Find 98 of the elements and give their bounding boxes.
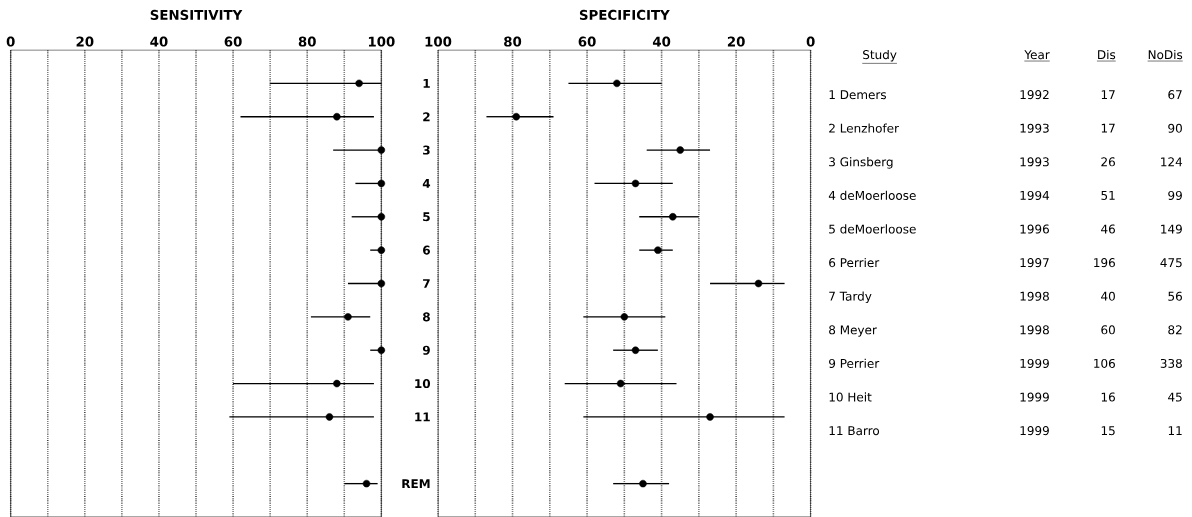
point — [631, 346, 640, 354]
x-tick-label: 100 — [368, 36, 395, 47]
x-tick-label: 0 — [806, 36, 815, 47]
y-tick-label: 1 — [423, 78, 430, 88]
text: 40 — [1101, 291, 1115, 301]
chart-title: SENSITIVITY — [150, 9, 243, 20]
text: Study — [863, 49, 897, 62]
text: 4 deMoerloose — [828, 190, 916, 200]
point — [377, 279, 386, 288]
y-tick-label: 6 — [423, 245, 430, 255]
text: 51 — [1101, 191, 1115, 200]
text: 1996 — [1020, 224, 1049, 234]
text: 9 Perrier — [829, 358, 880, 368]
point — [654, 246, 662, 254]
text: 45 — [1168, 392, 1182, 402]
x-tick-label: 60 — [578, 36, 596, 47]
y-tick-label: 7 — [423, 279, 430, 288]
point — [669, 213, 677, 221]
text: 82 — [1168, 325, 1182, 335]
text: 8 Meyer — [829, 325, 877, 337]
text: 1992 — [1020, 90, 1049, 100]
point — [362, 479, 371, 488]
point — [616, 379, 625, 388]
text: 1999 — [1020, 392, 1049, 402]
y-tick-label: 5 — [423, 212, 430, 222]
point — [676, 146, 684, 154]
text: 2 Lenzhofer — [829, 123, 899, 133]
y-tick-label: 10 — [415, 379, 431, 389]
point — [377, 346, 386, 354]
text: 1998 — [1020, 325, 1049, 335]
text: 1993 — [1020, 123, 1049, 133]
y-tick-label: 8 — [423, 312, 430, 322]
point — [333, 112, 341, 121]
text: Year — [1024, 50, 1050, 60]
x-tick-label: 40 — [652, 36, 671, 47]
point — [613, 79, 621, 88]
text: 99 — [1168, 190, 1182, 200]
point — [620, 313, 629, 321]
text: 1997 — [1020, 258, 1049, 268]
y-tick-label: 3 — [423, 145, 430, 155]
text: 1 Demers — [829, 90, 886, 100]
text: 1993 — [1020, 157, 1049, 167]
point — [631, 179, 640, 188]
y-tick-label: 4 — [422, 179, 431, 188]
text: 475 — [1160, 258, 1182, 268]
text: 26 — [1101, 157, 1115, 167]
point — [333, 379, 341, 388]
x-tick-label: 20 — [76, 36, 94, 47]
point — [377, 213, 386, 221]
point — [377, 246, 386, 254]
point — [754, 279, 763, 288]
text: 60 — [1101, 325, 1115, 335]
text: 124 — [1161, 157, 1183, 167]
y-tick-label: 11 — [415, 412, 430, 422]
text: 6 Perrier — [829, 257, 880, 268]
text: 106 — [1094, 358, 1115, 368]
text: 11 — [1168, 426, 1182, 435]
text: 1994 — [1020, 190, 1050, 200]
text: 10 Heit — [829, 392, 872, 402]
y-tick-label: 2 — [423, 112, 430, 122]
text: Dis — [1098, 49, 1116, 60]
point — [377, 179, 386, 188]
text: 17 — [1101, 90, 1115, 99]
text: 338 — [1160, 358, 1182, 368]
text: 90 — [1168, 123, 1182, 133]
point — [512, 112, 520, 121]
point — [355, 79, 363, 88]
x-tick-label: 60 — [224, 36, 242, 47]
point — [377, 146, 386, 154]
text: 16 — [1101, 392, 1115, 402]
point — [639, 479, 647, 488]
point — [344, 313, 352, 321]
text: 1999 — [1020, 426, 1049, 436]
text: 17 — [1101, 123, 1115, 133]
y-tick-label: 9 — [422, 345, 430, 355]
text: 1998 — [1020, 291, 1049, 301]
x-tick-label: 20 — [727, 36, 745, 47]
text: 196 — [1094, 258, 1115, 268]
text: 56 — [1168, 291, 1182, 301]
x-tick-label: 40 — [150, 36, 168, 47]
x-tick-label: 80 — [298, 36, 316, 47]
y-tick-label: REM — [402, 479, 430, 489]
x-tick-label: 80 — [504, 36, 522, 47]
text: 5 deMoerloose — [829, 224, 916, 234]
point — [325, 413, 334, 421]
text: 1999 — [1020, 358, 1049, 368]
text: 67 — [1168, 90, 1182, 100]
text: 7 Tardy — [829, 291, 872, 304]
x-tick-label: 0 — [6, 36, 15, 47]
x-tick-label: 100 — [425, 36, 452, 47]
chart-title: SPECIFICITY — [579, 9, 670, 20]
text: 3 Ginsberg — [829, 157, 893, 169]
point — [706, 413, 714, 421]
text: 11 Barro — [829, 426, 880, 436]
text: 149 — [1161, 224, 1182, 234]
text: 15 — [1101, 426, 1115, 436]
text: 46 — [1101, 224, 1115, 234]
text: NoDis — [1148, 49, 1183, 60]
